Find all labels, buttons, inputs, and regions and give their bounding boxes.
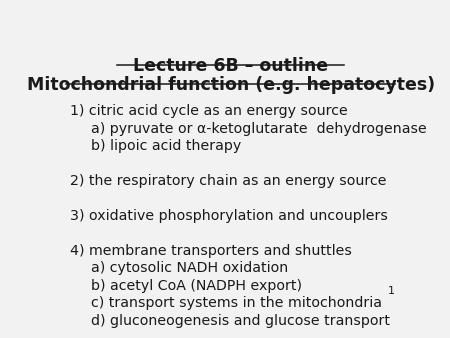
- Text: b) acetyl CoA (NADPH export): b) acetyl CoA (NADPH export): [91, 279, 302, 293]
- Text: b) lipoic acid therapy: b) lipoic acid therapy: [91, 139, 241, 153]
- Text: 2) the respiratory chain as an energy source: 2) the respiratory chain as an energy so…: [70, 174, 387, 188]
- Text: 4) membrane transporters and shuttles: 4) membrane transporters and shuttles: [70, 244, 352, 258]
- Text: Lecture 6B – outline: Lecture 6B – outline: [133, 57, 328, 75]
- Text: 3) oxidative phosphorylation and uncouplers: 3) oxidative phosphorylation and uncoupl…: [70, 209, 388, 223]
- Text: d) gluconeogenesis and glucose transport: d) gluconeogenesis and glucose transport: [91, 314, 390, 328]
- Text: 1) citric acid cycle as an energy source: 1) citric acid cycle as an energy source: [70, 104, 348, 118]
- Text: a) cytosolic NADH oxidation: a) cytosolic NADH oxidation: [91, 261, 288, 275]
- Text: Mitochondrial function (e.g. hepatocytes): Mitochondrial function (e.g. hepatocytes…: [27, 76, 435, 95]
- Text: c) transport systems in the mitochondria: c) transport systems in the mitochondria: [91, 296, 382, 310]
- Text: 1: 1: [387, 286, 395, 296]
- Text: a) pyruvate or α-ketoglutarate  dehydrogenase: a) pyruvate or α-ketoglutarate dehydroge…: [91, 122, 427, 136]
